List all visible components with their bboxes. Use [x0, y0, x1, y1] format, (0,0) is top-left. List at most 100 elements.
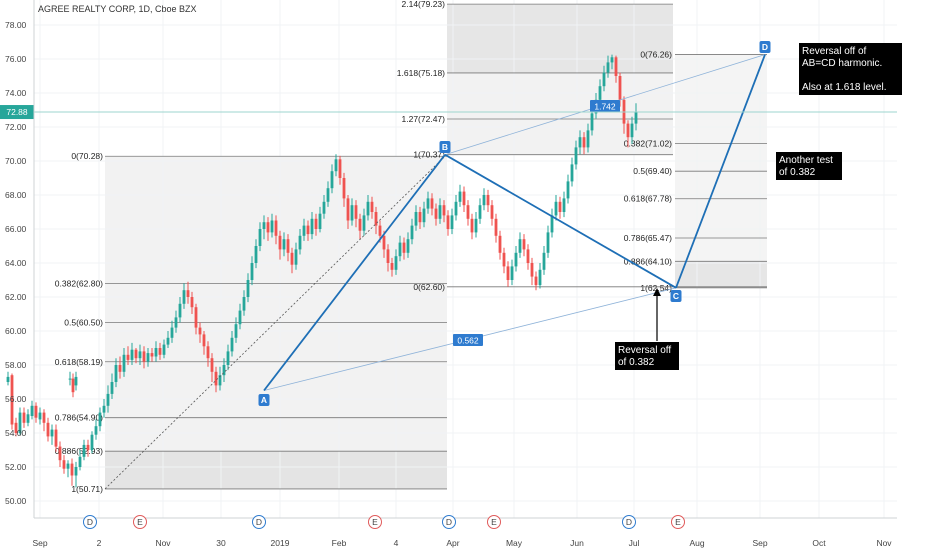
- event-marker-e[interactable]: E: [368, 515, 382, 529]
- candle[interactable]: [398, 235, 402, 262]
- candle[interactable]: [634, 103, 638, 131]
- candle[interactable]: [282, 232, 286, 257]
- candle[interactable]: [178, 297, 182, 323]
- candle[interactable]: [354, 200, 358, 228]
- candle[interactable]: [610, 54, 614, 70]
- candle[interactable]: [614, 55, 618, 83]
- candle[interactable]: [74, 371, 78, 391]
- candle[interactable]: [210, 353, 214, 382]
- candle[interactable]: [574, 140, 578, 170]
- point-c[interactable]: C: [670, 290, 682, 302]
- event-marker-e[interactable]: E: [487, 515, 501, 529]
- candle[interactable]: [422, 201, 426, 228]
- candle[interactable]: [630, 116, 634, 144]
- candle[interactable]: [498, 230, 502, 260]
- event-marker-d[interactable]: D: [442, 515, 456, 529]
- candle[interactable]: [114, 358, 118, 388]
- candle[interactable]: [68, 371, 72, 386]
- candle[interactable]: [102, 399, 106, 418]
- candle[interactable]: [218, 366, 222, 391]
- candle[interactable]: [482, 188, 486, 211]
- candle[interactable]: [186, 281, 190, 304]
- candle[interactable]: [438, 198, 442, 224]
- candle[interactable]: [402, 237, 406, 260]
- candle[interactable]: [386, 244, 390, 272]
- candle[interactable]: [242, 290, 246, 316]
- candle[interactable]: [158, 342, 162, 360]
- candle[interactable]: [202, 331, 206, 355]
- candle[interactable]: [442, 200, 446, 223]
- event-marker-d[interactable]: D: [622, 515, 636, 529]
- candle[interactable]: [582, 132, 586, 155]
- candle[interactable]: [350, 198, 354, 226]
- candle[interactable]: [26, 409, 30, 427]
- candle[interactable]: [122, 348, 126, 377]
- candle[interactable]: [506, 261, 510, 287]
- candle[interactable]: [54, 424, 58, 452]
- candle[interactable]: [434, 203, 438, 226]
- candle[interactable]: [50, 424, 54, 445]
- candle[interactable]: [34, 402, 38, 423]
- candle[interactable]: [474, 212, 478, 238]
- candle[interactable]: [314, 213, 318, 236]
- candle[interactable]: [554, 195, 558, 221]
- candle[interactable]: [534, 271, 538, 291]
- candle[interactable]: [530, 257, 534, 286]
- candle[interactable]: [10, 373, 14, 430]
- candle[interactable]: [290, 247, 294, 274]
- candle[interactable]: [30, 400, 34, 420]
- candle[interactable]: [578, 130, 582, 155]
- event-marker-d[interactable]: D: [83, 515, 97, 529]
- candle[interactable]: [334, 154, 338, 177]
- candle[interactable]: [586, 123, 590, 153]
- candle[interactable]: [78, 450, 82, 471]
- candle[interactable]: [526, 244, 530, 270]
- candle[interactable]: [478, 198, 482, 224]
- candle[interactable]: [58, 441, 62, 468]
- candle[interactable]: [246, 273, 250, 303]
- candle[interactable]: [570, 157, 574, 187]
- point-b[interactable]: B: [439, 141, 451, 153]
- candle[interactable]: [90, 431, 94, 454]
- candle[interactable]: [538, 263, 542, 289]
- candle[interactable]: [286, 234, 290, 262]
- candle[interactable]: [346, 195, 350, 229]
- candle[interactable]: [486, 189, 490, 212]
- fibonacci-levels[interactable]: 0(70.28) 0.382(62.80) 0.5(60.50) 0.618(58.1…: [55, 0, 767, 494]
- candle[interactable]: [546, 225, 550, 258]
- candle[interactable]: [462, 186, 466, 213]
- event-marker-d[interactable]: D: [252, 515, 266, 529]
- candle[interactable]: [138, 344, 142, 365]
- candle[interactable]: [318, 206, 322, 233]
- candle[interactable]: [226, 344, 230, 371]
- candle[interactable]: [38, 407, 42, 425]
- candle[interactable]: [154, 341, 158, 362]
- candle[interactable]: [274, 215, 278, 245]
- candle[interactable]: [626, 120, 630, 148]
- candle[interactable]: [562, 191, 566, 218]
- candle[interactable]: [254, 239, 258, 269]
- candle[interactable]: [174, 310, 178, 333]
- candle[interactable]: [510, 259, 514, 286]
- candle[interactable]: [98, 407, 102, 432]
- candle[interactable]: [118, 356, 122, 379]
- candle[interactable]: [370, 196, 374, 219]
- candle[interactable]: [278, 230, 282, 260]
- candle[interactable]: [166, 331, 170, 348]
- candle[interactable]: [142, 346, 146, 369]
- candle[interactable]: [130, 342, 134, 365]
- candle[interactable]: [514, 246, 518, 272]
- candle[interactable]: [430, 193, 434, 216]
- candle[interactable]: [490, 200, 494, 226]
- candle[interactable]: [330, 164, 334, 194]
- candle[interactable]: [406, 232, 410, 258]
- candle[interactable]: [470, 213, 474, 240]
- candle[interactable]: [418, 206, 422, 229]
- candle[interactable]: [374, 206, 378, 235]
- candle[interactable]: [494, 213, 498, 243]
- candle[interactable]: [71, 373, 75, 398]
- candle[interactable]: [606, 55, 610, 78]
- candle[interactable]: [446, 210, 450, 236]
